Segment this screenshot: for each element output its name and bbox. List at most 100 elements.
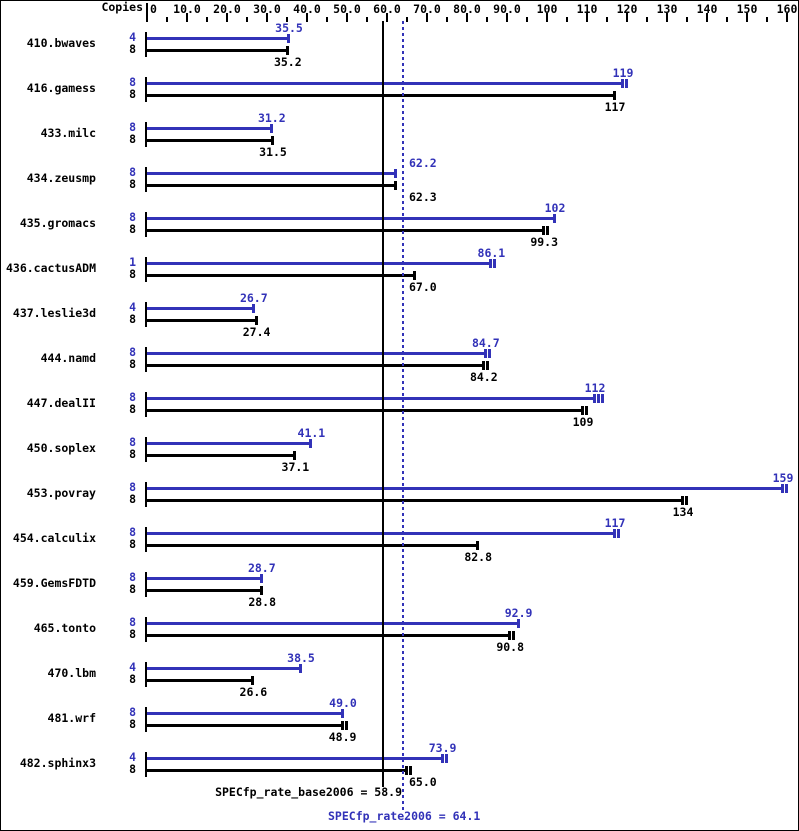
bar-end-tick — [341, 709, 344, 718]
base-value-label: 84.2 — [469, 370, 498, 384]
base-bar — [147, 409, 583, 412]
base-bar — [147, 499, 683, 502]
axis-major-tick — [346, 13, 348, 22]
benchmark-row-482.sphinx3: 482.sphinx3 4 73.9 8 65.0 — [1, 741, 798, 789]
base_mean-line — [381, 21, 384, 787]
bar-end-tick — [512, 631, 516, 640]
bar-end-tick — [546, 226, 550, 235]
bar-end-tick — [483, 349, 487, 358]
axis-major-tick — [746, 13, 748, 22]
axis-major-tick — [226, 13, 228, 22]
bar-group-baseline — [145, 572, 147, 597]
axis-tick-label: 160 — [776, 2, 798, 16]
axis-tick-label: 120 — [616, 2, 638, 16]
bar-group-baseline — [145, 707, 147, 732]
benchmark-label: 450.soplex — [26, 441, 96, 455]
base-bar — [147, 274, 415, 277]
peak-bar — [147, 487, 783, 490]
axis-major-tick — [426, 13, 428, 22]
peak-bar — [147, 352, 486, 355]
axis-tick-label: 150 — [736, 2, 758, 16]
axis-major-tick — [466, 13, 468, 22]
benchmark-label: 470.lbm — [47, 666, 96, 680]
bar-end-tick — [617, 529, 620, 538]
base-value-label: 90.8 — [496, 640, 525, 654]
peak-copies-label: 4 — [129, 300, 136, 314]
bar-end-tick — [476, 541, 480, 550]
base-copies-label: 8 — [129, 177, 136, 191]
axis-tick-label: 110 — [576, 2, 598, 16]
base-copies-label: 8 — [129, 672, 136, 686]
peak-value-label: 28.7 — [247, 561, 276, 575]
base-value-label: 31.5 — [259, 145, 287, 159]
bar-group-baseline — [145, 527, 147, 552]
bar-end-tick — [287, 34, 290, 43]
base-mean-label: SPECfp_rate_base2006 = 58.9 — [215, 785, 402, 799]
bar-end-tick — [553, 214, 556, 223]
axis-tick-label: 100 — [536, 2, 558, 16]
base-copies-label: 8 — [129, 222, 136, 236]
peak-value-label: 86.1 — [477, 246, 506, 260]
peak-bar — [147, 172, 396, 175]
axis-major-tick — [706, 13, 708, 22]
peak-value-label: 62.2 — [409, 156, 437, 170]
bar-group-baseline — [145, 437, 147, 462]
benchmark-row-470.lbm: 470.lbm 4 38.5 8 26.6 — [1, 651, 798, 698]
benchmark-row-454.calculix: 454.calculix 8 117 8 82.8 — [1, 516, 798, 564]
bar-end-tick — [394, 181, 398, 190]
peak-bar — [147, 397, 595, 400]
axis-zero-tick — [146, 3, 148, 22]
axis-minor-tick — [366, 17, 368, 22]
benchmark-label: 454.calculix — [12, 531, 96, 545]
bar-group-baseline — [145, 167, 147, 192]
base-value-label: 109 — [572, 415, 594, 429]
bar-end-tick — [344, 721, 348, 730]
bar-end-tick — [613, 91, 616, 100]
peak-value-label: 84.7 — [471, 336, 500, 350]
peak-copies-label: 1 — [129, 255, 136, 269]
axis-major-tick — [586, 13, 588, 22]
bar-group-baseline — [145, 32, 147, 57]
peak-bar — [147, 262, 492, 265]
peak-copies-label: 8 — [129, 615, 136, 629]
axis-minor-tick — [606, 17, 608, 22]
base-value-label: 117 — [604, 100, 626, 114]
base-copies-label: 8 — [129, 132, 136, 146]
bar-group-baseline — [145, 617, 147, 642]
axis-major-tick — [306, 13, 308, 22]
peak-value-label: 117 — [604, 516, 626, 530]
base-value-label: 35.2 — [273, 55, 302, 69]
bar-end-tick — [254, 316, 258, 325]
base-value-label: 82.8 — [464, 550, 493, 564]
peak-bar — [147, 442, 312, 445]
base-value-label: 65.0 — [409, 775, 437, 789]
base-copies-label: 8 — [129, 87, 136, 101]
peak-bar — [147, 127, 272, 130]
benchmark-label: 435.gromacs — [19, 216, 96, 230]
peak-bar — [147, 217, 555, 220]
peak-bar — [147, 532, 615, 535]
bar-end-tick — [309, 439, 313, 448]
bar-end-tick — [251, 676, 255, 685]
benchmark-row-410.bwaves: 410.bwaves 4 35.5 8 35.2 — [1, 21, 798, 69]
axis-minor-tick — [206, 17, 208, 22]
bar-group-baseline — [145, 302, 147, 327]
peak-value-label: 26.7 — [239, 291, 268, 305]
benchmark-label: 453.povray — [26, 486, 96, 500]
peak-copies-label: 8 — [129, 570, 136, 584]
base-copies-label: 8 — [129, 267, 136, 281]
axis-tick-label: 70.0 — [413, 2, 441, 16]
base-bar — [147, 364, 484, 367]
axis-tick-label: 90.0 — [493, 2, 521, 16]
base-copies-label: 8 — [129, 402, 136, 416]
bar-end-tick — [685, 496, 688, 505]
axis-major-tick — [626, 13, 628, 22]
benchmark-row-459.GemsFDTD: 459.GemsFDTD 8 28.7 8 28.8 — [1, 561, 798, 608]
peak-bar — [147, 82, 623, 85]
benchmark-label: 482.sphinx3 — [19, 756, 96, 770]
axis-tick-label: 80.0 — [453, 2, 481, 16]
axis-minor-tick — [526, 17, 528, 22]
peak-value-label: 92.9 — [504, 606, 533, 620]
base-copies-label: 8 — [129, 582, 136, 596]
